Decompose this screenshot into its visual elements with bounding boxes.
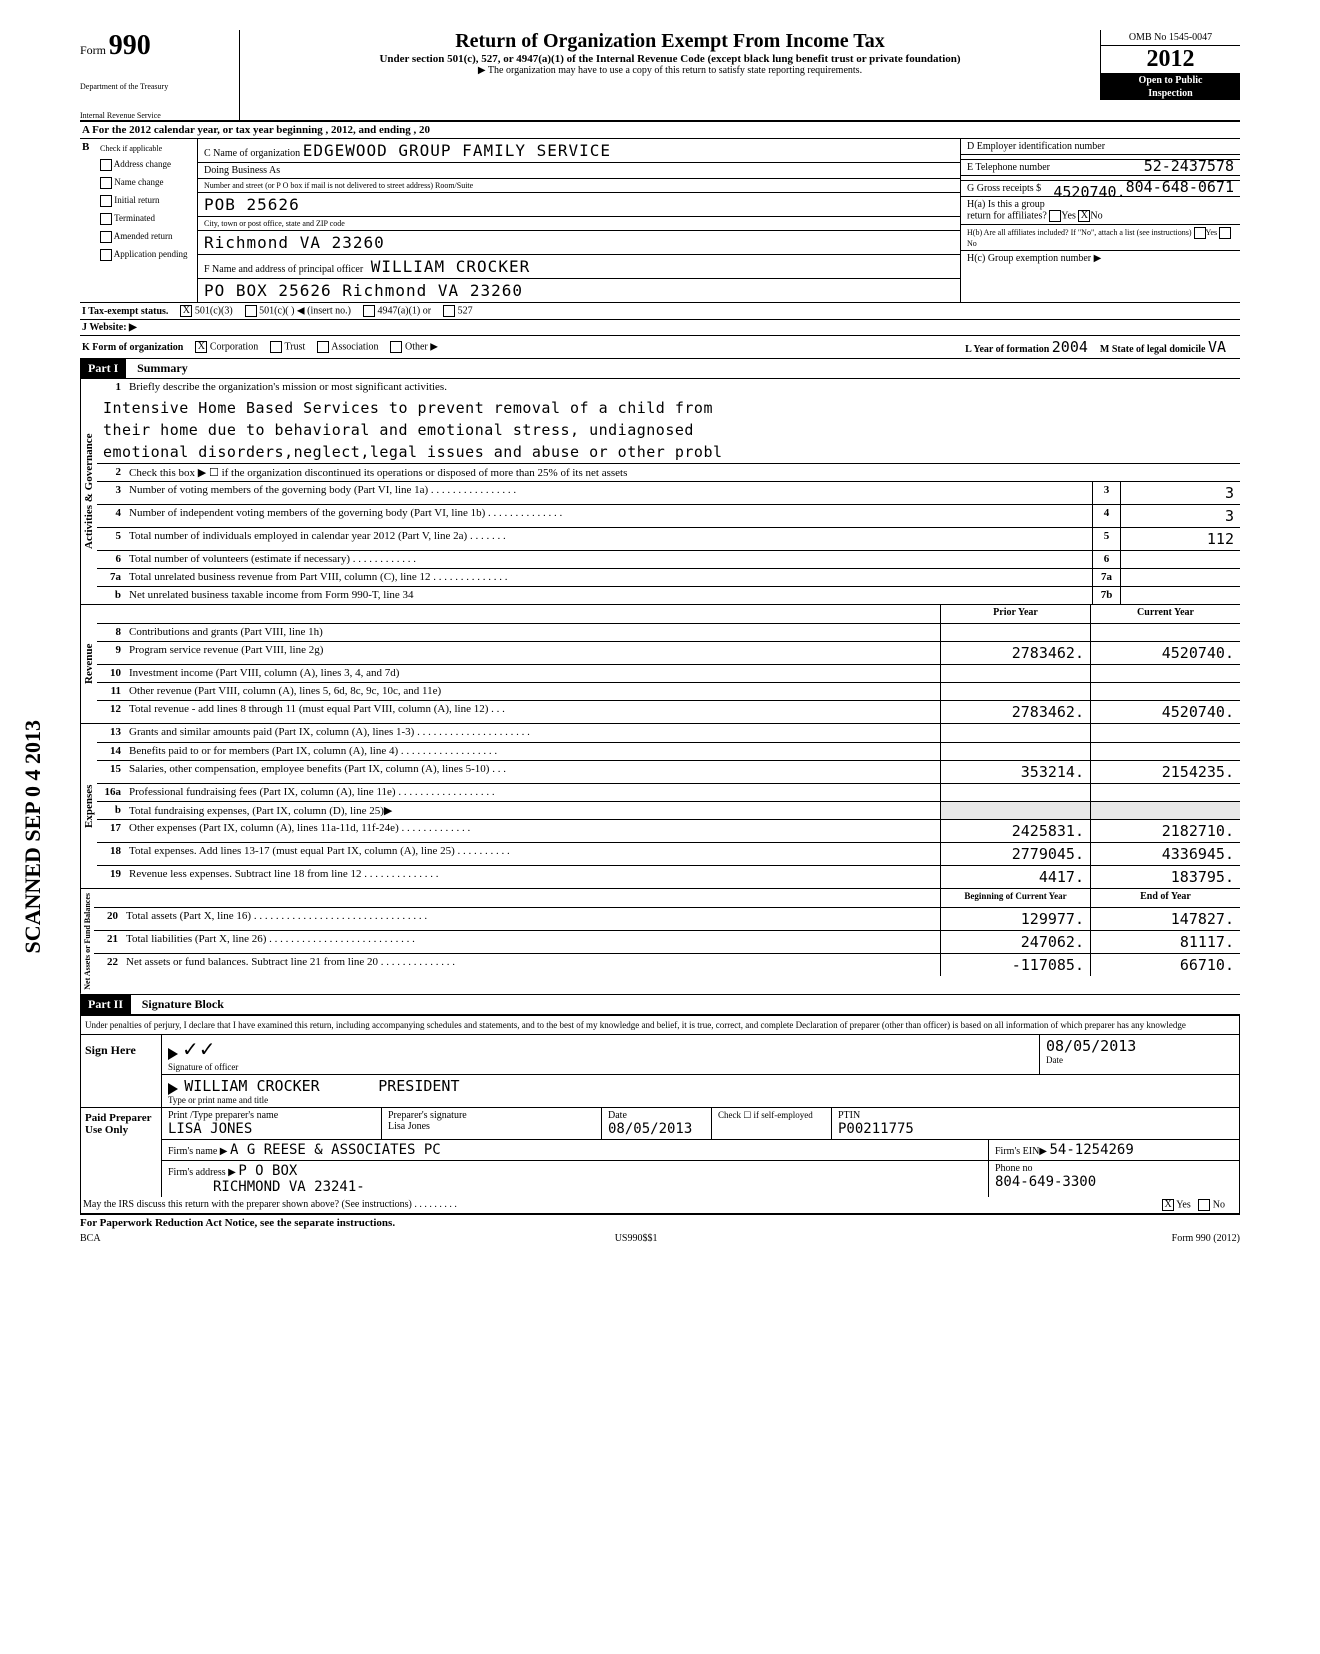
state-domicile: VA [1208,338,1226,356]
line-20-prior: 129977. [940,908,1090,930]
irs-discuss: May the IRS discuss this return with the… [83,1199,457,1210]
tax-exempt-status-row: I Tax-exempt status. X 501(c)(3) 501(c)(… [80,303,1240,320]
officer-title: PRESIDENT [378,1077,459,1095]
line-4-value: 3 [1120,505,1240,527]
line-18-current: 4336945. [1090,843,1240,865]
form-of-org-row: K Form of organization X Corporation Tru… [80,336,1240,359]
ha-label: H(a) Is this a group return for affiliat… [967,199,1047,221]
line-9-prior: 2783462. [940,642,1090,664]
org-name: EDGEWOOD GROUP FAMILY SERVICE [303,141,611,160]
open-public-2: Inspection [1101,87,1240,100]
line-19-prior: 4417. [940,866,1090,888]
mission-line-2: their home due to behavioral and emotion… [97,419,1240,441]
firm-addr-2: RICHMOND VA 23241- [213,1179,365,1195]
line-5-value: 112 [1120,528,1240,550]
street-address: POB 25626 [204,195,300,214]
line-15-prior: 353214. [940,761,1090,783]
org-name-label: C Name of organization [204,148,300,159]
prep-date: 08/05/2013 [608,1121,692,1137]
line-12-prior: 2783462. [940,701,1090,723]
ein-label: D Employer identification number [967,141,1105,152]
signature-block: Under penalties of perjury, I declare th… [80,1015,1240,1214]
part-1-title: Summary [129,361,188,375]
part-1-header: Part I [80,359,126,378]
open-public-1: Open to Public [1101,74,1240,87]
us990-code: US990$$1 [615,1233,658,1244]
gross-label: G Gross receipts $ [967,183,1041,194]
firm-phone: 804-649-3300 [995,1174,1096,1190]
bca: BCA [80,1233,101,1244]
omb-number: OMB No 1545-0047 [1101,30,1240,46]
line-3-value: 3 [1120,482,1240,504]
hb-label: H(b) Are all affiliates included? If "No… [967,228,1192,237]
section-b: B Check if applicable Address change Nam… [80,139,1240,303]
dept-treasury: Department of the Treasury [80,82,219,91]
activities-label: Activities & Governance [80,379,97,604]
firm-name: A G REESE & ASSOCIATES PC [230,1142,441,1158]
officer-name-print: WILLIAM CROCKER [184,1077,319,1095]
scanned-stamp: SCANNED SEP 0 4 2013 [20,720,46,953]
line-18-prior: 2779045. [940,843,1090,865]
preparer-name: LISA JONES [168,1121,252,1137]
year-formation: 2004 [1052,338,1088,356]
line-19-current: 183795. [1090,866,1240,888]
checkbox-column: Check if applicable Address change Name … [98,139,198,302]
sign-here-label: Sign Here [81,1035,161,1107]
line-12-current: 4520740. [1090,701,1240,723]
city-label: City, town or post office, state and ZIP… [204,219,345,228]
form-number: 990 [109,30,151,61]
mission-line-3: emotional disorders,neglect,legal issues… [97,441,1240,463]
main-title: Return of Organization Exempt From Incom… [250,30,1090,53]
line-22-current: 66710. [1090,954,1240,976]
ptin: P00211775 [838,1121,914,1137]
tax-year: 2012 [1101,46,1240,74]
dba-label: Doing Business As [204,165,280,176]
line-17-prior: 2425831. [940,820,1090,842]
officer-address: PO BOX 25626 Richmond VA 23260 [204,281,523,300]
part-2-header: Part II [80,995,131,1014]
expenses-label: Expenses [80,724,97,888]
firm-addr-1: P O BOX [238,1163,297,1179]
line-20-current: 147827. [1090,908,1240,930]
form-footer: Form 990 (2012) [1172,1233,1240,1244]
netassets-label: Net Assets or Fund Balances [80,889,94,994]
city-state-zip: Richmond VA 23260 [204,233,385,252]
part-2-title: Signature Block [134,997,224,1011]
sig-date: 08/05/2013 [1046,1037,1136,1055]
paperwork-notice: For Paperwork Reduction Act Notice, see … [80,1214,1240,1229]
line-21-prior: 247062. [940,931,1090,953]
line-21-current: 81117. [1090,931,1240,953]
form-label: Form [80,43,106,57]
perjury-statement: Under penalties of perjury, I declare th… [81,1016,1239,1034]
mission-line-1: Intensive Home Based Services to prevent… [97,397,1240,419]
subtitle: Under section 501(c), 527, or 4947(a)(1)… [250,53,1090,65]
street-label: Number and street (or P O box if mail is… [204,181,473,190]
line-22-prior: -117085. [940,954,1090,976]
paid-preparer-label: Paid Preparer Use Only [81,1108,161,1197]
state-note: ▶ The organization may have to use a cop… [250,65,1090,76]
form-header: Form 990 Department of the Treasury Inte… [80,30,1240,122]
phone: 804-648-0671 [1126,178,1234,196]
ein: 52-2437578 [1144,157,1234,175]
line-9-current: 4520740. [1090,642,1240,664]
line-15-current: 2154235. [1090,761,1240,783]
revenue-label: Revenue [80,605,97,723]
hc-label: H(c) Group exemption number ▶ [967,253,1101,264]
firm-ein: 54-1254269 [1050,1142,1134,1158]
row-a-tax-year: A For the 2012 calendar year, or tax yea… [80,122,1240,139]
phone-label: E Telephone number [967,162,1050,173]
dept-irs: Internal Revenue Service [80,111,219,120]
officer-label: F Name and address of principal officer [204,264,363,275]
line-17-current: 2182710. [1090,820,1240,842]
officer-name: WILLIAM CROCKER [371,257,531,276]
gross-receipts: 4520740. [1053,183,1125,201]
website-row: J Website: ▶ [80,320,1240,336]
